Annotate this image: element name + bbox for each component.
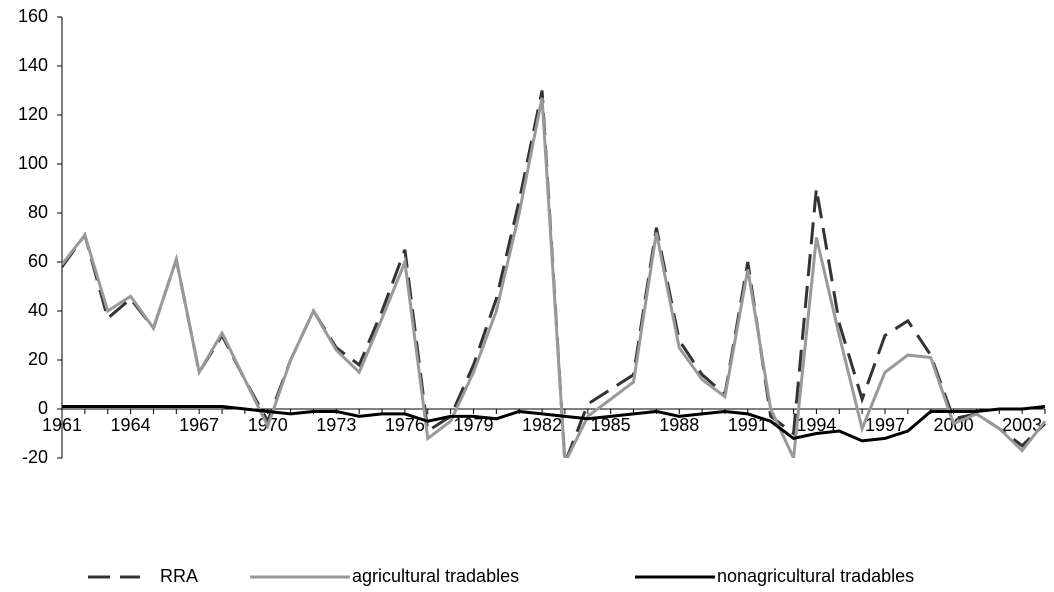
series-line xyxy=(62,97,1047,458)
legend-label: agricultural tradables xyxy=(352,566,519,586)
x-tick-label: 1991 xyxy=(728,415,768,435)
y-tick-label: 160 xyxy=(18,6,48,26)
y-tick-label: 80 xyxy=(28,202,48,222)
legend-label: nonagricultural tradables xyxy=(717,566,914,586)
x-tick-label: 1997 xyxy=(865,415,905,435)
series-clip xyxy=(62,97,1047,458)
y-tick-label: 40 xyxy=(28,300,48,320)
y-tick-label: -20 xyxy=(22,447,48,467)
x-tick-label: 1973 xyxy=(316,415,356,435)
x-tick-label: 1979 xyxy=(453,415,493,435)
x-tick-label: 1964 xyxy=(111,415,151,435)
x-tick-label: 1985 xyxy=(591,415,631,435)
y-tick-label: 60 xyxy=(28,251,48,271)
legend-label: RRA xyxy=(160,566,198,586)
x-tick-label: 1961 xyxy=(42,415,82,435)
y-tick-label: 0 xyxy=(38,398,48,418)
x-tick-label: 1982 xyxy=(522,415,562,435)
y-tick-label: 120 xyxy=(18,104,48,124)
x-tick-label: 1967 xyxy=(179,415,219,435)
y-tick-label: 140 xyxy=(18,55,48,75)
series-line xyxy=(62,405,1046,443)
x-tick-label: 1988 xyxy=(659,415,699,435)
series-clip xyxy=(62,405,1046,443)
y-tick-label: 20 xyxy=(28,349,48,369)
x-tick-label: 1976 xyxy=(385,415,425,435)
x-tick-label: 1994 xyxy=(796,415,836,435)
y-tick-label: 100 xyxy=(18,153,48,173)
x-tick-label: 2003 xyxy=(1002,415,1042,435)
